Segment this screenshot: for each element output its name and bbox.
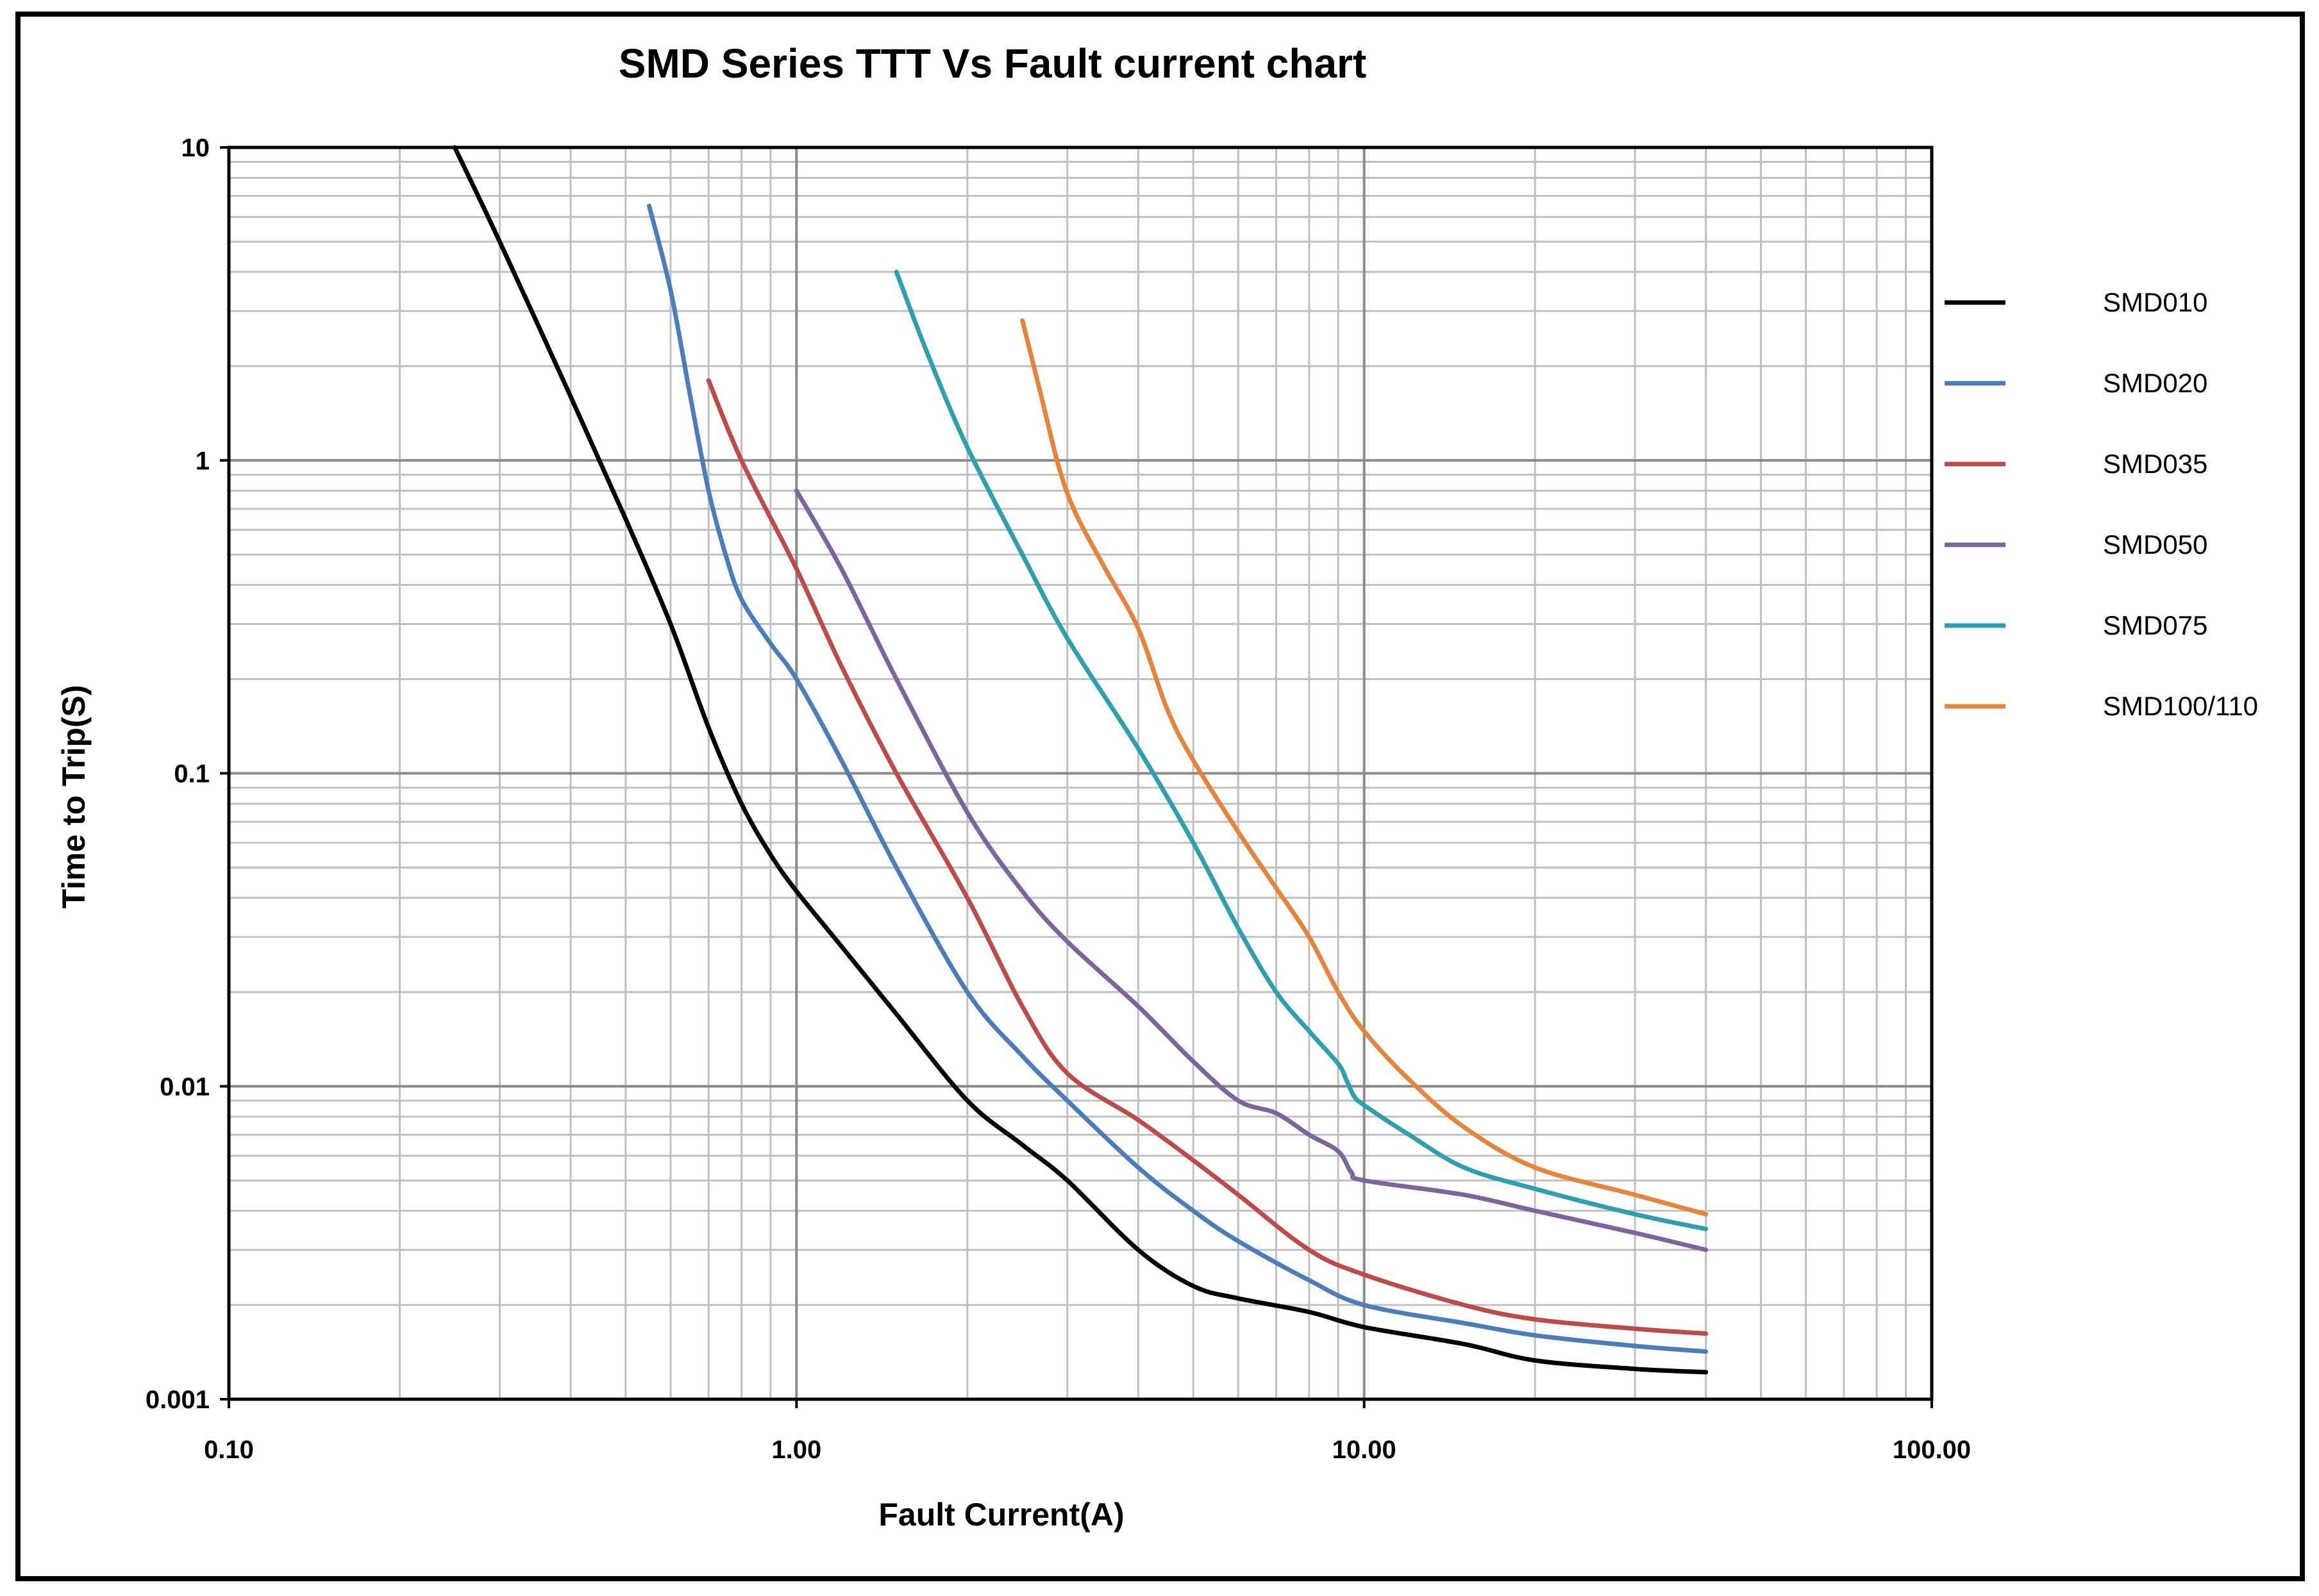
series-line-smd050 (794, 488, 1709, 1252)
chart-title: SMD Series TTT Vs Fault current chart (619, 40, 1367, 87)
legend-label-smd075: SMD075 (2103, 610, 2207, 640)
x-tick-label: 0.10 (204, 1436, 254, 1464)
legend-label-smd010: SMD010 (2103, 287, 2207, 317)
legend-label-smd100-110: SMD100/110 (2103, 691, 2258, 721)
y-tick-label: 0.001 (146, 1386, 210, 1414)
series-line-smd035 (706, 378, 1709, 1336)
legend-label-smd050: SMD050 (2103, 529, 2207, 560)
outer-border (15, 12, 2305, 1581)
x-tick-label: 1.00 (771, 1436, 821, 1464)
y-tick-label: 10 (181, 134, 210, 162)
legend-label-smd020: SMD020 (2103, 368, 2207, 398)
grid (228, 146, 1933, 1401)
series-line-smd020 (647, 203, 1709, 1354)
y-axis-title: Time to Trip(S) (56, 685, 92, 908)
y-tick-label: 0.1 (174, 760, 210, 788)
y-tick-label: 1 (196, 447, 210, 475)
x-tick-label: 100.00 (1893, 1436, 1971, 1464)
legend: SMD010 SMD020 SMD035 SMD050 SMD075 SMD100/110 (1945, 287, 2258, 721)
series-line-smd010 (452, 145, 1709, 1375)
x-tick-label: 10.00 (1332, 1436, 1396, 1464)
series-line-smd075 (894, 269, 1709, 1231)
series-line-smd100-110 (1020, 318, 1709, 1217)
series-layer (452, 145, 1709, 1375)
axes: 0.10 1.00 10.00 100.00 10 1 0.1 0.01 0.001 (146, 134, 1971, 1464)
x-axis-title: Fault Current(A) (878, 1497, 1124, 1533)
y-tick-label: 0.01 (160, 1073, 210, 1101)
legend-label-smd035: SMD035 (2103, 449, 2207, 479)
